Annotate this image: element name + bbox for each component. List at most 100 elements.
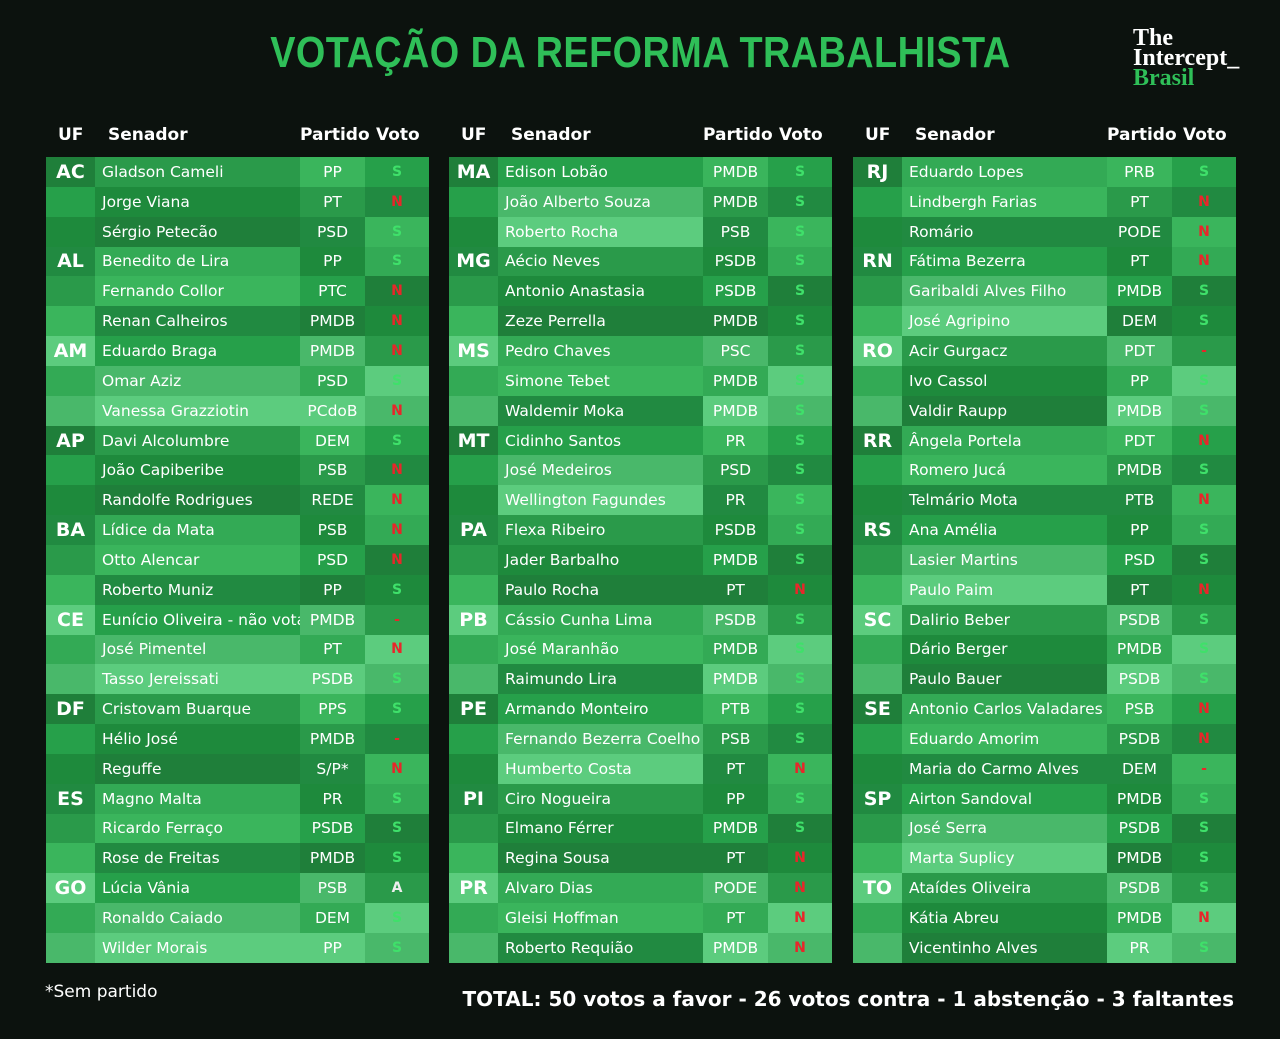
uf-cell xyxy=(46,365,95,396)
table-header: UF Senador Partido Voto xyxy=(853,120,1236,150)
vote: N xyxy=(365,336,429,366)
party: PMDB xyxy=(703,157,768,187)
party: PMDB xyxy=(1107,455,1172,486)
senator-name: Airton Sandoval xyxy=(902,783,1107,814)
party: PSB xyxy=(300,455,365,486)
uf-cell: MT xyxy=(449,425,498,456)
senator-name: Dário Berger xyxy=(902,634,1107,665)
vote: S xyxy=(365,843,429,874)
party: PR xyxy=(1107,932,1172,963)
uf-cell xyxy=(853,932,902,963)
vote: S xyxy=(768,306,832,337)
senator-name: José Pimentel xyxy=(95,634,300,665)
table-body: RJ Eduardo Lopes PRB S Lindbergh Farias PT N Ro… xyxy=(853,157,1236,963)
senator-name: Garibaldi Alves Filho xyxy=(902,276,1107,307)
vote: S xyxy=(365,216,429,247)
header-cell: Voto xyxy=(779,125,823,145)
senator-name: Magno Malta xyxy=(95,783,300,814)
senator-name: Telmário Mota xyxy=(902,485,1107,516)
party: PSD xyxy=(703,455,768,486)
senator-name: Tasso Jereissati xyxy=(95,664,300,695)
uf-cell xyxy=(853,306,902,337)
party: PSB xyxy=(1107,694,1172,725)
table-row: ES Magno Malta PR S xyxy=(46,783,429,814)
uf-cell xyxy=(449,843,498,874)
party: PSDB xyxy=(1107,813,1172,844)
header-cell: Partido xyxy=(703,125,773,145)
party: DEM xyxy=(300,425,365,456)
party: PRB xyxy=(1107,157,1172,187)
vote: N xyxy=(365,276,429,307)
senator-name: Roberto Requião xyxy=(498,932,703,963)
senator-name: Gleisi Hoffman xyxy=(498,903,703,933)
vote: S xyxy=(1172,664,1236,695)
senator-name: Romário xyxy=(902,216,1107,247)
vote: S xyxy=(365,664,429,695)
vote: N xyxy=(1172,425,1236,456)
senator-name: Fátima Bezerra xyxy=(902,246,1107,277)
uf-cell xyxy=(449,903,498,933)
uf-cell xyxy=(46,843,95,874)
vote: S xyxy=(1172,783,1236,814)
senator-name: Rose de Freitas xyxy=(95,843,300,874)
party: PT xyxy=(703,574,768,605)
table-row: AC Gladson Cameli PP S xyxy=(46,157,429,187)
senator-name: José Serra xyxy=(902,813,1107,844)
party: DEM xyxy=(300,903,365,933)
vote: S xyxy=(365,365,429,396)
party: PSDB xyxy=(1107,724,1172,754)
table-row: Romero Jucá PMDB S xyxy=(853,455,1236,486)
vote: S xyxy=(365,783,429,814)
vote: S xyxy=(1172,455,1236,486)
vote: N xyxy=(365,306,429,337)
vote: S xyxy=(365,813,429,844)
vote: N xyxy=(1172,724,1236,754)
party: S/P* xyxy=(300,753,365,784)
table-row: Dário Berger PMDB S xyxy=(853,634,1236,665)
header-cell: UF xyxy=(58,125,84,145)
party: PSDB xyxy=(1107,873,1172,904)
uf-cell: MG xyxy=(449,246,498,277)
uf-cell: CE xyxy=(46,604,95,635)
uf-cell xyxy=(853,574,902,605)
table-row: MG Aécio Neves PSDB S xyxy=(449,246,832,277)
party: PODE xyxy=(703,873,768,904)
party: PT xyxy=(1107,186,1172,217)
table-row: Roberto Requião PMDB N xyxy=(449,932,832,963)
uf-cell: AM xyxy=(46,336,95,366)
table-row: SP Airton Sandoval PMDB S xyxy=(853,783,1236,814)
vote: S xyxy=(768,425,832,456)
uf-cell xyxy=(449,186,498,217)
party: PT xyxy=(1107,246,1172,277)
senator-name: Ronaldo Caiado xyxy=(95,903,300,933)
senator-name: Fernando Collor xyxy=(95,276,300,307)
table-row: Rose de Freitas PMDB S xyxy=(46,843,429,874)
uf-cell xyxy=(449,753,498,784)
senator-name: Edison Lobão xyxy=(498,157,703,187)
party: PMDB xyxy=(703,186,768,217)
uf-cell xyxy=(46,395,95,426)
table-row: Antonio Anastasia PSDB S xyxy=(449,276,832,307)
senator-name: Cristovam Buarque xyxy=(95,694,300,725)
uf-cell xyxy=(449,634,498,665)
senator-name: Maria do Carmo Alves xyxy=(902,753,1107,784)
table-row: Fernando Collor PTC N xyxy=(46,276,429,307)
uf-cell: AL xyxy=(46,246,95,277)
vote: - xyxy=(365,604,429,635)
senator-name: Antonio Carlos Valadares xyxy=(902,694,1107,725)
table-row: Maria do Carmo Alves DEM - xyxy=(853,753,1236,784)
senator-name: Roberto Rocha xyxy=(498,216,703,247)
table-row: Romário PODE N xyxy=(853,216,1236,247)
table-row: Omar Aziz PSD S xyxy=(46,365,429,396)
table-row: Marta Suplicy PMDB S xyxy=(853,843,1236,874)
table-row: Vicentinho Alves PR S xyxy=(853,932,1236,963)
party: PR xyxy=(703,425,768,456)
party: PSB xyxy=(703,216,768,247)
table-row: Wellington Fagundes PR S xyxy=(449,485,832,516)
uf-cell: PR xyxy=(449,873,498,904)
vote: N xyxy=(365,395,429,426)
table-column: UF Senador Partido Voto RJ Eduardo Lopes PRB S L… xyxy=(853,120,1236,963)
uf-cell xyxy=(46,634,95,665)
senator-name: Kátia Abreu xyxy=(902,903,1107,933)
party: PMDB xyxy=(703,813,768,844)
